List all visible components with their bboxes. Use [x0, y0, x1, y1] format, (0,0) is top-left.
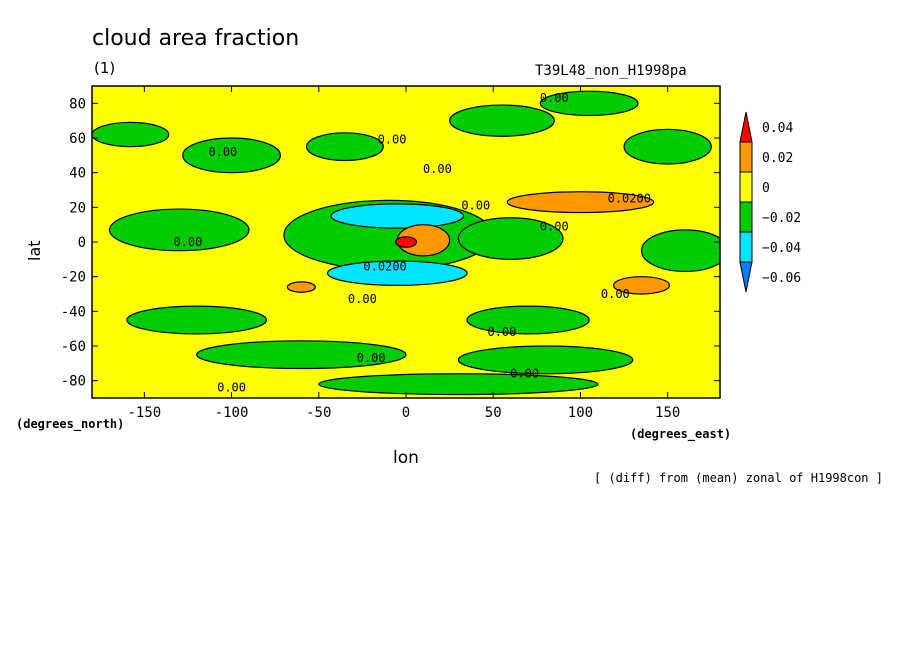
contour-value-label: 0.00	[208, 145, 237, 159]
contour-value-label: 0.00	[601, 287, 630, 301]
contour-region-neg1	[126, 305, 268, 335]
contour-region-neg1	[449, 104, 555, 137]
chart-subtitle: (1)	[94, 59, 115, 77]
y-tick-label: -60	[61, 339, 86, 355]
y-tick-label: -40	[61, 304, 86, 320]
y-axis-label: lat	[25, 240, 44, 261]
colorbar: 0.04 0.02 0 −0.02 −0.04 −0.06	[739, 111, 801, 293]
footer-note: [ (diff) from (mean) zonal of H1998con ]	[594, 471, 883, 485]
colorbar-swatch	[739, 141, 753, 173]
contour-value-label: 0.00	[348, 292, 377, 306]
contour-value-label: 0.00	[540, 91, 569, 105]
y-tick-label: -80	[61, 374, 86, 390]
plot-area: 0.00 0.00 0.00 0.00 0.00 0.0200 0.00 0.00 0.0200…	[61, 85, 721, 421]
contour-value-label: 0.00	[540, 219, 569, 233]
contour-region-pos1	[506, 191, 655, 214]
experiment-label: T39L48_non_H1998pa	[535, 63, 687, 79]
y-tick-label: 80	[69, 96, 86, 112]
colorbar-swatch	[739, 201, 753, 233]
colorbar-label: −0.04	[762, 241, 801, 256]
contour-fill-layer	[92, 90, 720, 396]
colorbar-cap-bottom	[739, 261, 753, 293]
contour-region-neg1	[318, 373, 599, 396]
x-tick-label: -50	[306, 405, 331, 421]
colorbar-cap-top	[739, 111, 753, 143]
contour-value-label: 0.00	[487, 325, 516, 339]
colorbar-label: −0.02	[762, 211, 801, 226]
contour-region-neg1	[623, 128, 712, 165]
contour-region-neg1	[196, 340, 407, 370]
colorbar-label: 0.02	[762, 151, 793, 166]
contour-value-label: 0.0200	[363, 259, 406, 273]
y-tick-label: 0	[78, 235, 86, 251]
contour-region-neg1	[466, 305, 590, 335]
contour-value-label: 0.00	[510, 367, 539, 381]
contour-region-pos1	[286, 281, 316, 293]
x-tick-label: -150	[127, 405, 161, 421]
contour-value-label: 0.00	[357, 351, 386, 365]
contour-region-neg1	[640, 229, 720, 273]
contour-region-neg1	[108, 208, 250, 252]
y-axis: -80 -60 -40 -20 0 20 40 60 80	[61, 96, 720, 390]
y-unit-label: (degrees_north)	[16, 417, 124, 432]
x-tick-label: 0	[402, 405, 410, 421]
contour-region-neg1	[539, 90, 639, 117]
contour-region-pos2	[394, 236, 418, 248]
contour-region-pos1	[612, 276, 671, 295]
chart-title: cloud area fraction	[92, 26, 299, 51]
colorbar-label: 0	[762, 181, 770, 196]
contour-value-label: 0.00	[423, 162, 452, 176]
y-tick-label: 20	[69, 200, 86, 216]
contour-value-label: 0.00	[461, 199, 490, 213]
contour-region-neg1	[457, 345, 634, 375]
contour-label-layer: 0.00 0.00 0.00 0.00 0.00 0.0200 0.00 0.00 0.0200…	[173, 91, 650, 394]
contour-region-neg1	[457, 217, 564, 260]
contour-value-label: 0.00	[217, 381, 246, 395]
x-tick-label: -100	[215, 405, 249, 421]
x-tick-label: 150	[655, 405, 680, 421]
contour-region-neg1	[305, 132, 384, 162]
contour-region-neg2	[330, 203, 465, 229]
contour-value-label: 0.0200	[608, 192, 651, 206]
colorbar-label: −0.06	[762, 271, 801, 286]
contour-value-label: 0.00	[173, 235, 202, 249]
x-axis-label: lon	[393, 448, 419, 468]
colorbar-swatch	[739, 171, 753, 203]
contour-region-neg1	[92, 121, 170, 148]
y-tick-label: 60	[69, 131, 86, 147]
x-tick-label: 50	[485, 405, 502, 421]
colorbar-label: 0.04	[762, 121, 793, 136]
y-tick-label: 40	[69, 166, 86, 182]
x-axis: -150 -100 -50 0 50 100 150	[127, 86, 680, 421]
colorbar-swatch	[739, 231, 753, 263]
contour-region-neg2	[326, 260, 468, 286]
y-tick-label: -20	[61, 270, 86, 286]
contour-region-neg1	[182, 137, 282, 174]
contour-value-label: 0.00	[378, 133, 407, 147]
x-tick-label: 100	[568, 405, 593, 421]
x-unit-label: (degrees_east)	[630, 427, 731, 442]
